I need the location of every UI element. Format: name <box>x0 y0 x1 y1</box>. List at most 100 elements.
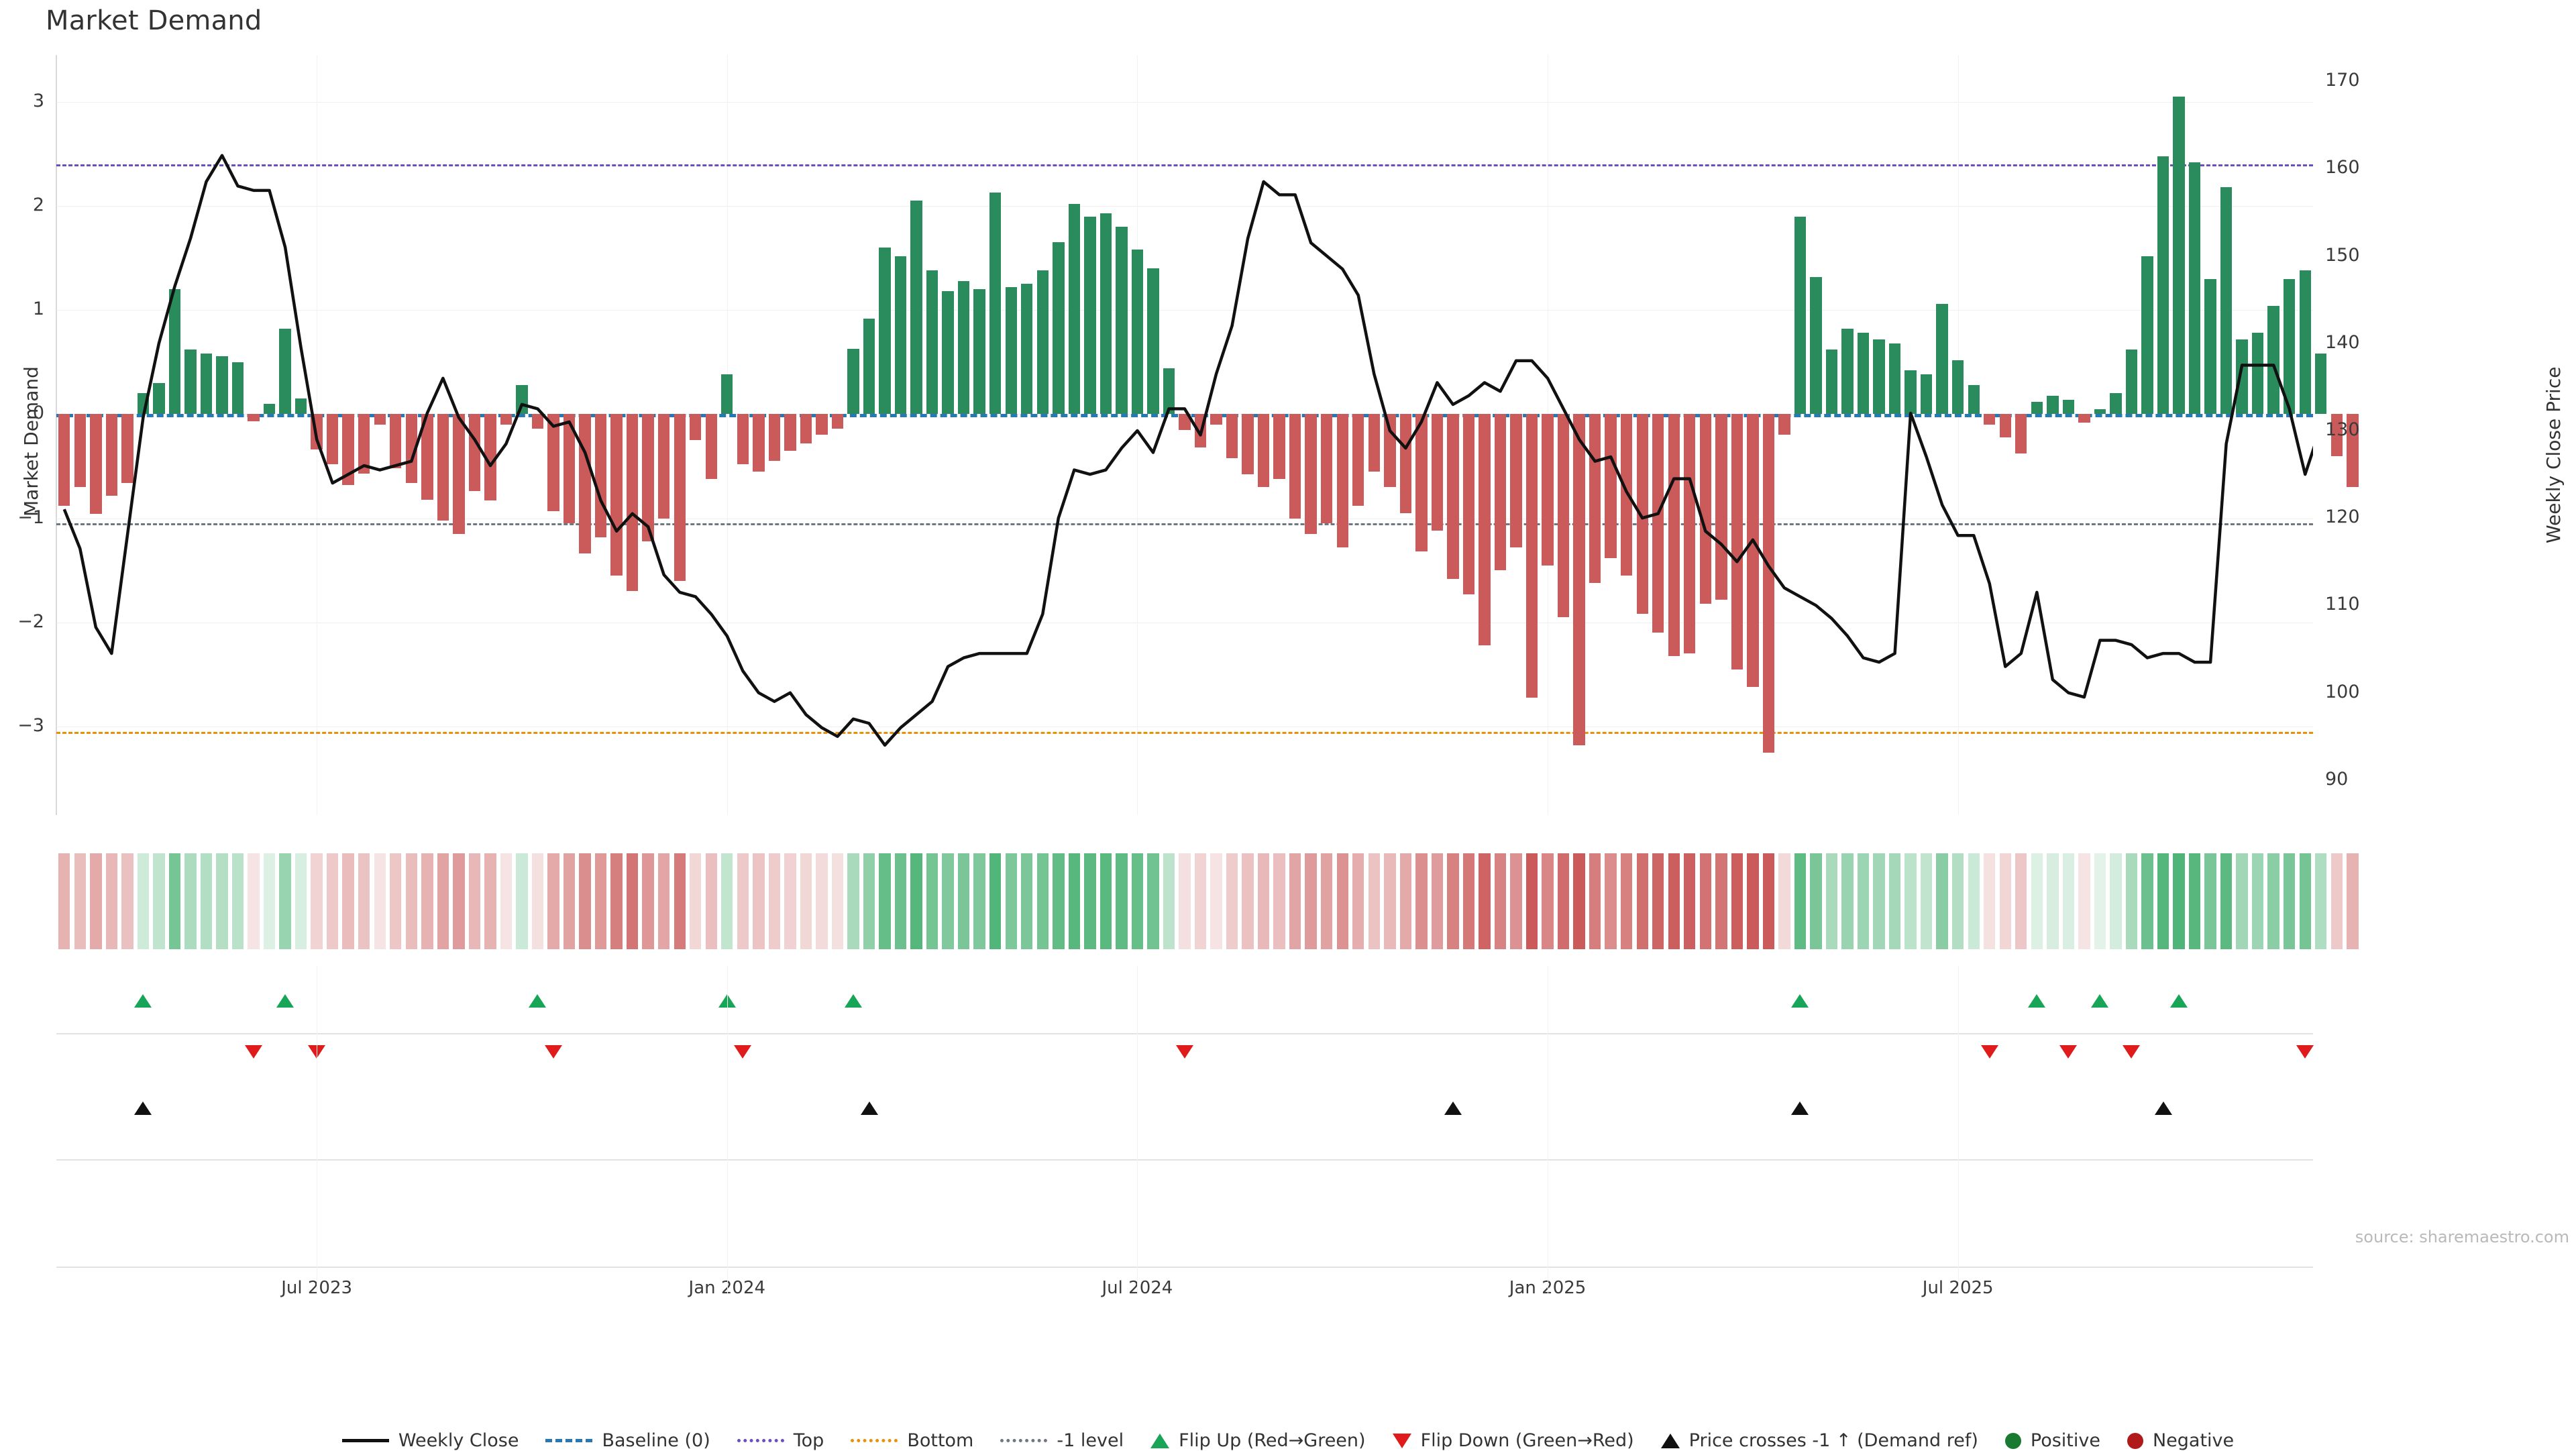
demand-bar <box>1084 216 1096 415</box>
demand-bar <box>784 414 796 451</box>
demand-bar <box>216 356 228 415</box>
y2-tick-label: 90 <box>2325 768 2349 790</box>
demand-bar <box>1179 414 1191 430</box>
demand-bar <box>1873 339 1885 415</box>
demand-bar <box>657 414 670 519</box>
heat-cell <box>326 853 339 949</box>
demand-bar <box>453 414 465 534</box>
chart-legend: Weekly Close Baseline (0) Top Bottom -1 leve… <box>0 1430 2576 1451</box>
heat-cell <box>1573 853 1585 949</box>
demand-bar <box>184 350 197 415</box>
demand-bar <box>1636 414 1648 614</box>
legend-item-label: Weekly Close <box>398 1430 519 1451</box>
bottom-swatch-icon <box>851 1439 898 1442</box>
flip-up-marker <box>1791 994 1809 1008</box>
y2-tick-label: 110 <box>2325 594 2360 615</box>
heat-cell <box>1021 853 1033 949</box>
heat-cell <box>1179 853 1191 949</box>
demand-bar <box>1825 350 1838 415</box>
heat-cell <box>1620 853 1633 949</box>
vertical-gridline <box>1957 1073 1959 1228</box>
heat-cell <box>1920 853 1933 949</box>
demand-bar <box>1131 250 1144 415</box>
demand-bar <box>547 414 559 511</box>
demand-bar <box>1352 414 1364 506</box>
demand-bar <box>374 414 386 425</box>
heat-cell <box>105 853 118 949</box>
demand-bar <box>957 280 970 415</box>
top-swatch-icon <box>737 1439 784 1442</box>
legend-item-positive[interactable]: Positive <box>2004 1430 2100 1451</box>
heat-cell <box>816 853 828 949</box>
heat-cell <box>831 853 844 949</box>
demand-bar <box>926 270 938 415</box>
demand-bar <box>1762 414 1775 753</box>
heat-cell <box>484 853 496 949</box>
legend-item-top[interactable]: Top <box>737 1430 824 1451</box>
demand-bar <box>153 382 165 415</box>
demand-bar <box>516 385 528 415</box>
demand-bar <box>437 414 449 521</box>
reference-line-bottom <box>56 731 2313 734</box>
heat-cell <box>1857 853 1870 949</box>
heat-cell <box>1652 853 1664 949</box>
heat-cell <box>2251 853 2264 949</box>
legend-item-price-cross[interactable]: Price crosses -1 ↑ (Demand ref) <box>1660 1430 1978 1451</box>
vertical-gridline <box>727 1073 728 1228</box>
heat-cell <box>1084 853 1096 949</box>
legend-item-weekly-close[interactable]: Weekly Close <box>341 1430 519 1451</box>
flip-up-marker <box>2091 994 2109 1008</box>
vertical-gridline <box>1957 1207 1959 1295</box>
demand-bar <box>390 414 402 469</box>
demand-bar <box>2125 350 2138 415</box>
legend-item-label: Bottom <box>907 1430 974 1451</box>
y2-tick-label: 100 <box>2325 681 2360 702</box>
heat-cell <box>311 853 323 949</box>
heat-cell <box>1163 853 1175 949</box>
demand-bar <box>1525 414 1538 698</box>
flip-down-marker <box>1176 1045 1193 1059</box>
y-tick-label: −2 <box>17 610 44 632</box>
demand-bar <box>1510 414 1522 548</box>
heat-cell <box>1841 853 1854 949</box>
heat-cell <box>1352 853 1364 949</box>
heat-cell <box>1968 853 1980 949</box>
legend-item-negative[interactable]: Negative <box>2127 1430 2234 1451</box>
flip-down-swatch-icon <box>1392 1433 1411 1448</box>
heat-cell <box>374 853 386 949</box>
heat-cell <box>768 853 781 949</box>
legend-item-baseline[interactable]: Baseline (0) <box>545 1430 710 1451</box>
heat-cell <box>2015 853 2027 949</box>
heat-cell <box>279 853 291 949</box>
demand-bar <box>1951 360 1964 415</box>
heat-cell <box>1605 853 1617 949</box>
heat-cell <box>1778 853 1790 949</box>
heat-cell <box>1431 853 1444 949</box>
heat-cell <box>1589 853 1601 949</box>
price-cross-marker <box>134 1101 152 1115</box>
y2-tick-label: 160 <box>2325 157 2360 178</box>
legend-item-flip-up[interactable]: Flip Up (Red→Green) <box>1150 1430 1366 1451</box>
demand-bar <box>1794 216 1807 415</box>
demand-bar <box>2220 187 2233 415</box>
legend-item-bottom[interactable]: Bottom <box>851 1430 973 1451</box>
y-tick-label: 0 <box>32 402 44 424</box>
demand-bar <box>1021 284 1033 415</box>
demand-bar <box>90 414 102 515</box>
demand-bar <box>484 414 496 501</box>
heat-cell <box>2125 853 2138 949</box>
page-title: Market Demand <box>46 5 262 36</box>
legend-item-minus1[interactable]: -1 level <box>1000 1430 1124 1451</box>
flip-down-marker <box>734 1045 752 1059</box>
heat-cell <box>2347 853 2359 949</box>
legend-item-label: Negative <box>2152 1430 2235 1451</box>
reference-line-1-level <box>56 523 2313 526</box>
flip-up-marker <box>844 994 862 1008</box>
demand-bar <box>2110 393 2122 415</box>
demand-bar <box>1699 414 1711 604</box>
heat-cell <box>1510 853 1522 949</box>
legend-item-flip-down[interactable]: Flip Down (Green→Red) <box>1392 1430 1634 1451</box>
heat-cell <box>1036 853 1049 949</box>
demand-bar <box>768 414 781 462</box>
demand-bar <box>910 201 922 415</box>
